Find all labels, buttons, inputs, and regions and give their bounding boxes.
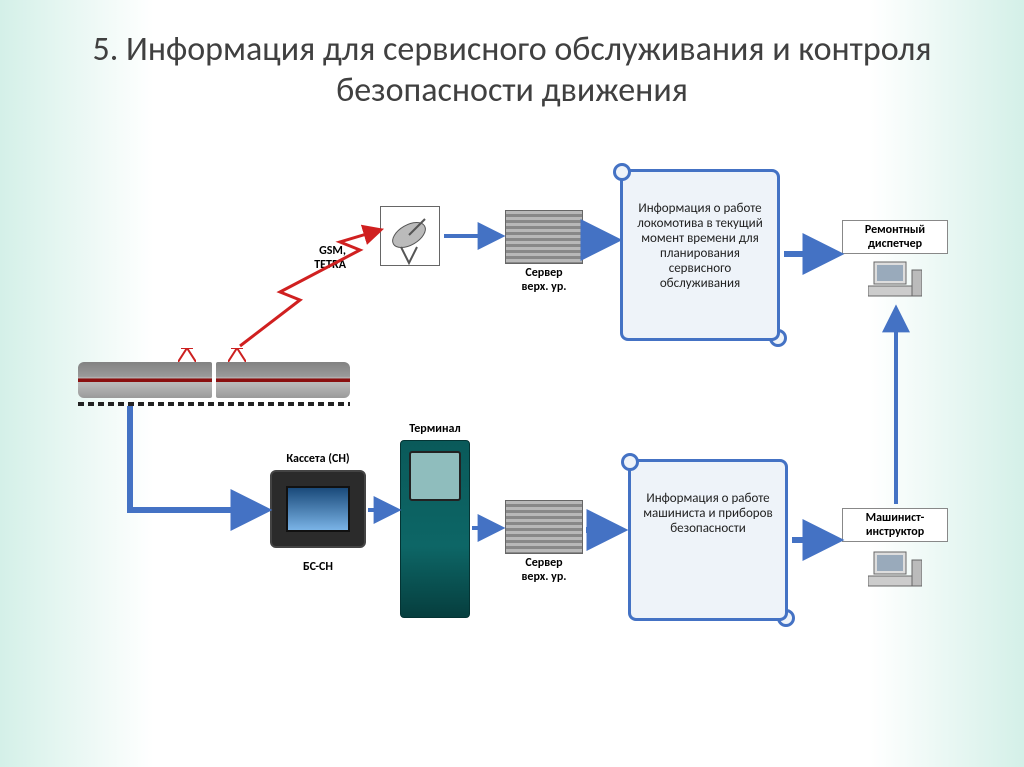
info-scroll-top: Информация о работе локомотива в текущий…: [620, 180, 780, 330]
antenna-icon: [380, 206, 440, 266]
server-bottom-icon: [505, 500, 583, 554]
scroll-bottom-text: Информация о работе машиниста и приборов…: [643, 491, 772, 536]
diagram-canvas: GSM, TETRA Сервер верх. ур. Информация о…: [0, 0, 1024, 767]
server-top-icon: [505, 210, 583, 264]
locomotive-icon: [78, 346, 350, 406]
terminal-label: Терминал: [392, 422, 478, 436]
terminal-icon: [400, 440, 470, 618]
server-bottom-label: Сервер верх. ур.: [505, 556, 583, 584]
instructor-pc-icon: [868, 550, 922, 590]
cassette-icon: [270, 470, 366, 548]
bscn-label: БС-СН: [270, 560, 366, 574]
dispatcher-label: Ремонтный диспетчер: [842, 220, 948, 254]
gsm-label: GSM, TETRA: [286, 244, 346, 272]
dispatcher-pc-icon: [868, 260, 922, 300]
cassette-label: Кассета (СН): [270, 452, 366, 466]
instructor-label: Машинист- инструктор: [842, 508, 948, 542]
server-top-label: Сервер верх. ур.: [505, 266, 583, 294]
info-scroll-bottom: Информация о работе машиниста и приборов…: [628, 470, 788, 610]
scroll-top-text: Информация о работе локомотива в текущий…: [637, 201, 762, 291]
